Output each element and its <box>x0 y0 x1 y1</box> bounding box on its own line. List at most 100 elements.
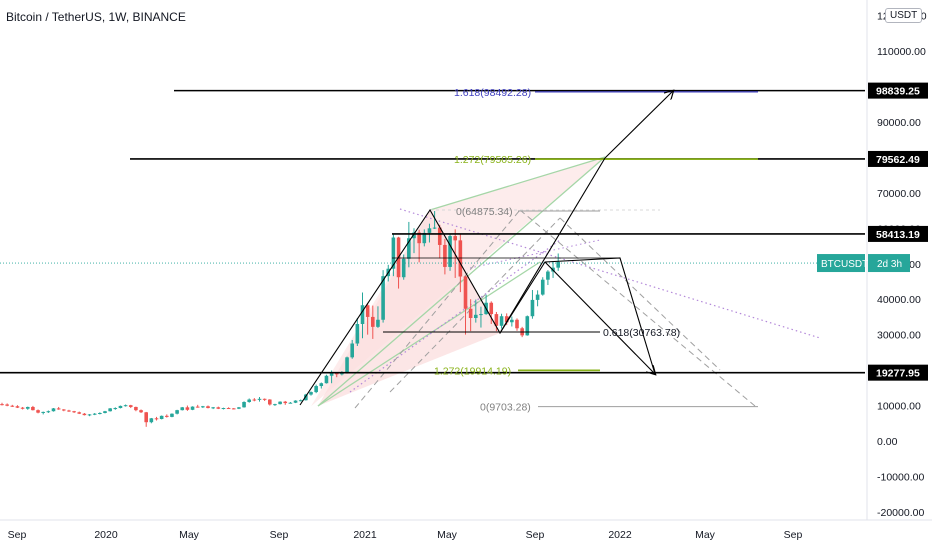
candle-body <box>20 407 25 409</box>
time-axis[interactable]: Sep 2020 May Sep 2021 May Sep 2022 May Sep <box>0 519 932 541</box>
y-tick-label: 30000.00 <box>877 330 921 342</box>
candle-body <box>304 394 308 401</box>
candle-body <box>51 408 56 412</box>
x-tick-label: 2022 <box>608 529 632 541</box>
candle-body <box>345 357 349 373</box>
candle <box>72 410 76 413</box>
candle <box>474 299 478 323</box>
candle-body <box>468 308 473 318</box>
candle <box>432 211 437 230</box>
candle-body <box>134 406 138 411</box>
candle <box>319 382 324 389</box>
green-channel-upper <box>317 156 606 407</box>
candle <box>376 306 380 328</box>
candle <box>46 410 51 413</box>
candle-body <box>293 400 298 403</box>
candle-body <box>216 407 221 409</box>
candle-body <box>159 415 164 420</box>
gray-dashed-line <box>559 217 721 371</box>
candle <box>371 305 375 339</box>
candle-body <box>25 406 30 409</box>
candle <box>412 228 416 254</box>
price-badge-label: 58413.19 <box>876 229 920 241</box>
candle <box>139 409 143 413</box>
candle <box>489 301 494 325</box>
candle <box>41 411 45 415</box>
candle-body <box>154 418 159 420</box>
candle-body <box>31 406 35 411</box>
candle <box>510 316 514 327</box>
x-tick-label: Sep <box>8 529 27 541</box>
x-tick-label: May <box>437 529 458 541</box>
candle <box>417 229 421 263</box>
fib-labels-layer: 1.618(98492.28) 1.272(79505.26) 0(64875.34… <box>434 87 680 414</box>
candle-body <box>226 408 231 410</box>
candle-body <box>62 409 66 411</box>
candle-body <box>479 314 483 316</box>
candle-body <box>231 408 236 410</box>
candle <box>201 405 205 409</box>
candle <box>103 410 107 414</box>
candle <box>463 275 468 335</box>
candle-body <box>494 314 499 326</box>
candle <box>134 406 138 412</box>
candle-body <box>376 319 380 327</box>
price-scale-badge: 19277.95 <box>868 364 928 381</box>
elliott-path <box>299 157 606 406</box>
fib-label: 1.618(98492.28) <box>454 87 531 99</box>
x-tick-label: Sep <box>270 529 289 541</box>
candle <box>62 409 66 412</box>
candle <box>268 399 272 406</box>
candle-body <box>530 299 535 317</box>
currency-badge[interactable]: USDT <box>885 8 923 23</box>
candle-body <box>350 343 354 358</box>
candle-body <box>499 316 504 326</box>
candle-body <box>443 244 447 267</box>
countdown-badge-label: 2d 3h <box>877 259 902 270</box>
candle <box>479 306 483 328</box>
price-axis[interactable]: 120000.00110000.0090000.0070000.0060000.… <box>817 0 932 520</box>
candle-body <box>453 236 457 241</box>
candle-body <box>252 399 257 401</box>
green-channel-top <box>429 156 606 211</box>
gray-dashed-line <box>354 209 521 409</box>
candle-body <box>190 406 195 410</box>
bull-target-arrow <box>604 91 673 159</box>
candle-body <box>5 404 9 406</box>
green-channel-lower <box>317 261 541 407</box>
candle <box>175 409 179 415</box>
candle-body <box>427 228 432 233</box>
x-tick-label: May <box>695 529 716 541</box>
candle <box>36 409 40 414</box>
candle-body <box>72 411 76 413</box>
candle-body <box>458 240 463 277</box>
candle-body <box>319 383 324 387</box>
y-tick-label: 70000.00 <box>877 188 921 200</box>
candle <box>221 407 226 410</box>
candle-body <box>185 407 190 410</box>
candle <box>350 339 354 359</box>
candle-body <box>175 410 179 414</box>
candle <box>535 290 540 307</box>
candle-body <box>504 316 509 323</box>
candle-body <box>474 314 478 318</box>
symbol-badge-bg <box>817 254 865 273</box>
candle-body <box>87 414 92 416</box>
candle <box>87 414 92 417</box>
candle-body <box>309 392 313 395</box>
y-tick-label: -10000.00 <box>877 471 924 483</box>
candle-body <box>180 407 185 411</box>
candle <box>391 234 396 277</box>
candle-body <box>149 418 154 423</box>
candle <box>525 315 530 336</box>
y-tick-label: -20000.00 <box>877 507 924 519</box>
candle <box>98 412 102 415</box>
candle <box>185 405 190 411</box>
candle <box>31 405 35 411</box>
drawings-top-layer <box>0 91 865 408</box>
candle-body <box>144 412 148 423</box>
candle <box>20 406 25 410</box>
candle <box>190 406 195 411</box>
price-badge-bg <box>868 82 928 99</box>
